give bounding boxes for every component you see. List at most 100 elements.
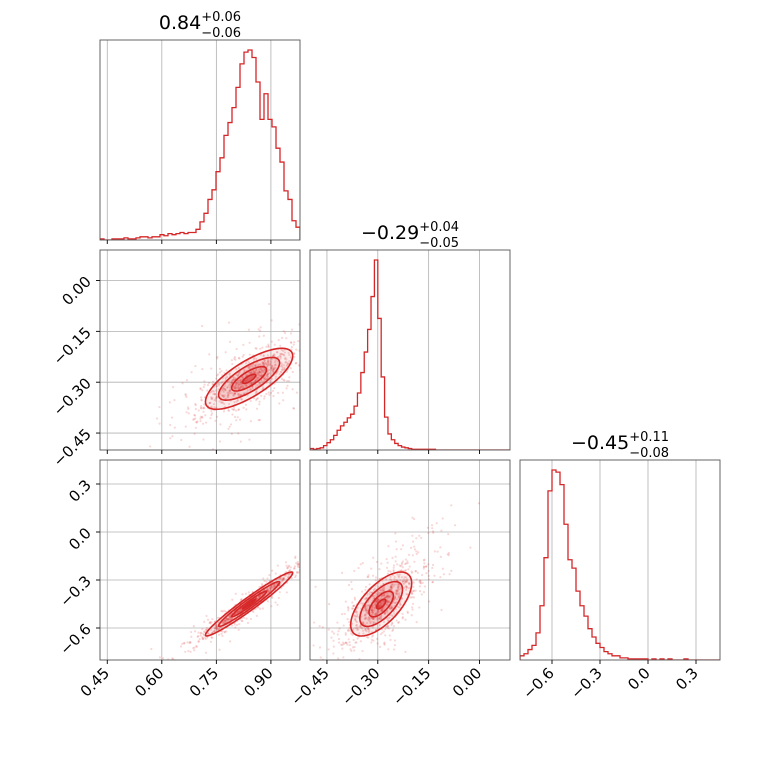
sample-point [274,361,277,364]
sample-point [235,387,238,390]
sample-point [230,380,234,383]
sample-point [224,389,227,392]
sample-point [285,564,288,567]
sample-point [236,398,239,401]
sample-point [314,547,316,549]
sample-point [378,617,381,620]
sample-point [244,384,248,387]
sample-point [333,556,335,558]
sample-point [386,619,390,622]
sample-point [173,469,175,471]
sample-point [276,351,279,354]
density-contour [368,590,395,618]
sample-point [225,375,228,378]
sample-point [396,605,400,608]
sample-point [266,588,269,591]
sample-point [200,399,203,402]
sample-point [262,363,265,366]
sample-point [276,564,279,567]
sample-point [181,642,184,645]
sample-point [367,618,370,621]
sample-point [236,611,239,614]
sample-point [317,345,319,347]
sample-point [384,628,387,631]
sample-point [229,386,232,389]
sample-point [371,626,374,629]
sample-point [397,576,400,579]
sample-point [380,609,384,612]
sample-point [265,373,269,376]
sample-point [398,573,401,576]
sample-point [375,600,378,603]
sample-point [401,544,404,547]
sample-point [226,385,229,389]
sample-point [227,617,230,620]
sample-point [339,712,341,714]
sample-point [281,577,284,580]
sample-point [171,658,175,660]
sample-point [469,546,472,549]
sample-point [260,371,263,374]
sample-point [233,400,236,404]
sample-point [388,600,391,603]
sample-point [390,586,393,589]
sample-point [251,364,254,367]
sample-point [294,575,297,579]
sample-point [234,626,237,629]
sample-point [221,380,224,383]
sample-point [277,391,280,394]
sample-point [354,350,356,352]
sample-point [391,582,394,585]
sample-point [268,372,271,375]
sample-point [190,630,193,634]
sample-point [183,662,185,664]
sample-point [222,620,226,623]
sample-point [407,568,410,571]
sample-point [259,367,262,370]
sample-point [204,628,207,631]
sample-point [231,378,235,381]
sample-point [285,365,288,368]
sample-point [258,373,261,377]
sample-point [253,364,256,367]
sample-point [303,329,305,331]
sample-point [274,363,277,367]
sample-point [375,613,378,616]
sample-point [273,585,276,588]
sample-point [226,386,229,389]
sample-point [224,376,227,379]
sample-point [290,328,294,331]
sample-point [345,641,348,645]
sample-point [238,418,242,421]
sample-point [207,632,210,635]
sample-point [283,351,286,354]
sample-point [228,340,232,344]
sample-point [282,364,286,367]
sample-point [300,565,302,567]
sample-point [282,353,285,356]
sample-point [261,346,264,349]
density-contour [217,580,281,628]
sample-point [195,644,198,648]
sample-point [394,540,398,543]
sample-point [292,407,295,410]
sample-point [170,661,172,663]
sample-point [250,382,253,385]
sample-point [281,391,284,394]
sample-point [410,592,414,595]
sample-point [312,554,314,556]
sample-point [400,660,402,662]
sample-point [258,382,261,385]
sample-point [193,413,196,417]
sample-point [187,412,190,415]
sample-point [409,596,412,599]
sample-point [269,360,273,363]
sample-point [249,420,252,423]
sample-point [240,385,243,388]
sample-point [221,389,225,392]
sample-point [315,558,317,560]
sample-point [222,387,225,390]
sample-point [227,618,230,621]
sample-point [402,580,405,583]
sample-point [247,366,251,369]
